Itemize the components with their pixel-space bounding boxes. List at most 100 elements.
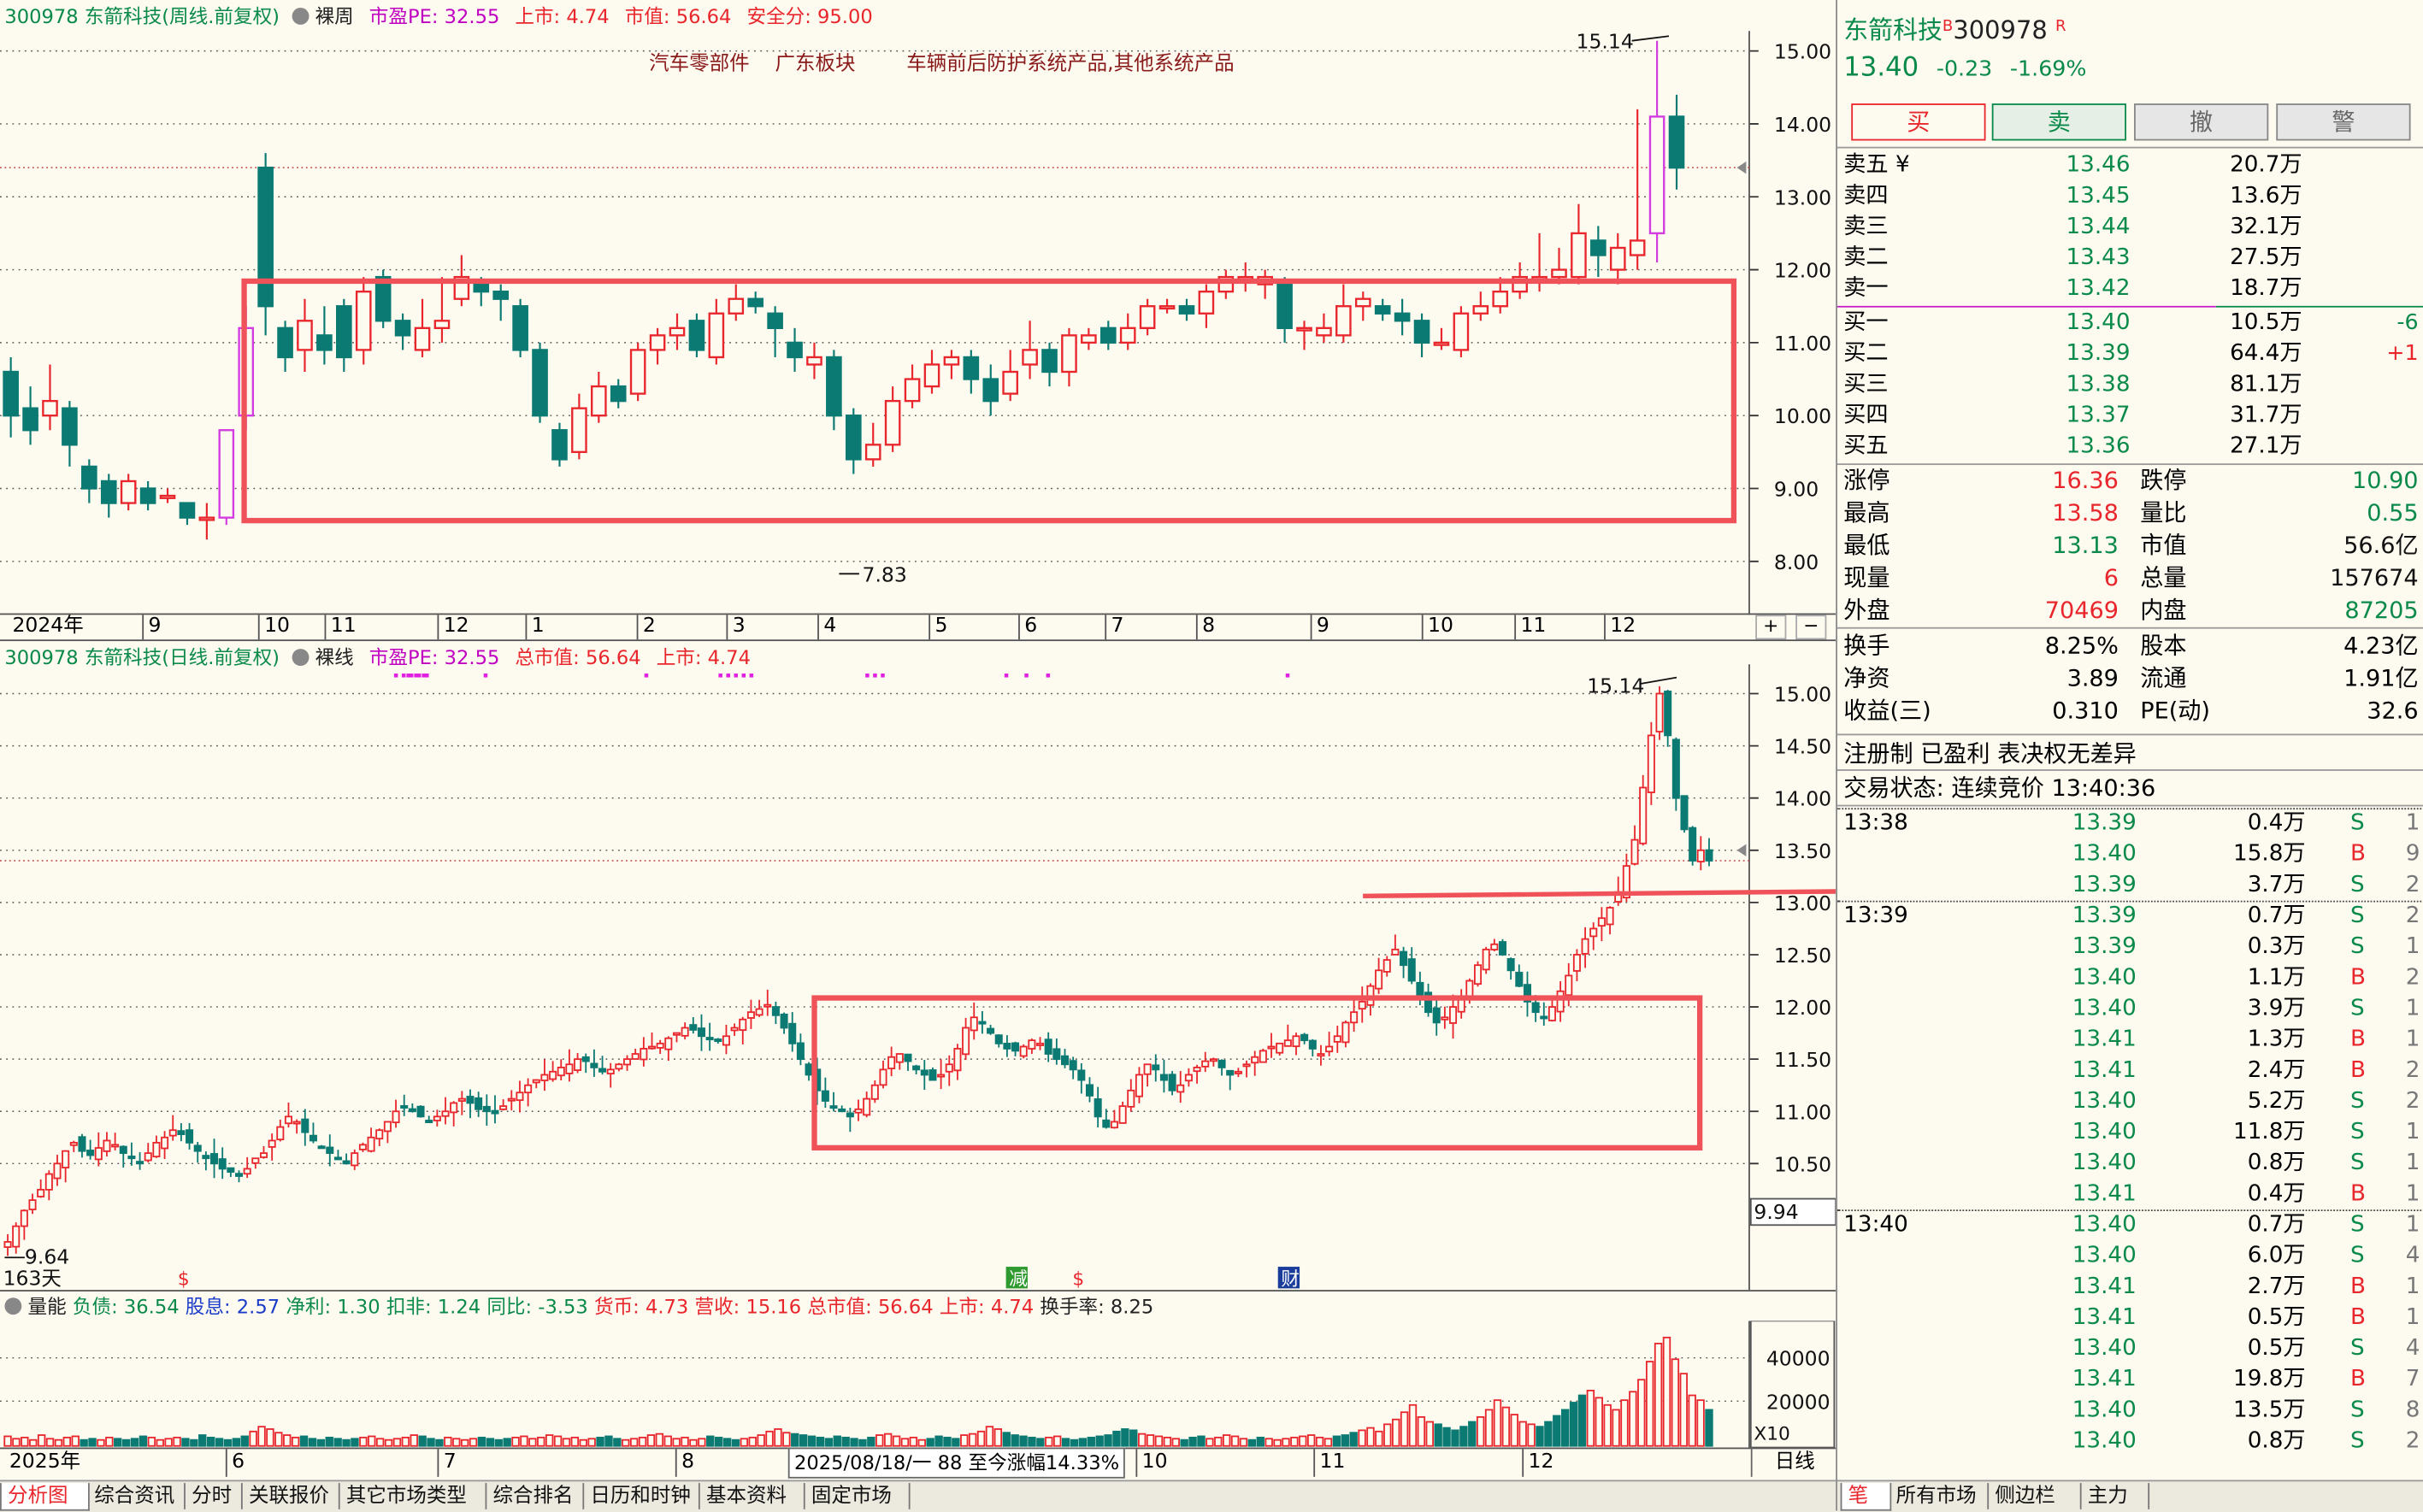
volume-bar[interactable] — [1560, 1409, 1570, 1447]
volume-bar[interactable] — [1154, 1435, 1164, 1447]
daily-candle[interactable] — [689, 1024, 698, 1031]
volume-bar[interactable] — [375, 1438, 385, 1447]
volume-bar[interactable] — [1256, 1436, 1265, 1447]
daily-candlestick-chart[interactable]: 15.00 14.50 14.00 13.50 13.00 12.50 12.00 11.50… — [0, 664, 1836, 1291]
daily-candle[interactable] — [1375, 969, 1383, 990]
tab-2[interactable]: 分时 — [186, 1483, 243, 1509]
event-marker[interactable]: 减 — [1009, 1269, 1028, 1290]
volume-bar[interactable] — [952, 1438, 960, 1447]
volume-bar[interactable] — [105, 1436, 114, 1447]
daily-candle[interactable] — [631, 1053, 640, 1060]
daily-candle[interactable] — [590, 1062, 598, 1068]
daily-candle[interactable] — [1267, 1045, 1276, 1050]
weekly-candle[interactable] — [1551, 268, 1567, 279]
weekly-candle[interactable] — [3, 370, 19, 417]
volume-bar[interactable] — [452, 1438, 461, 1447]
volume-bar[interactable] — [926, 1438, 934, 1447]
weekly-candle[interactable] — [1472, 305, 1489, 315]
daily-candle[interactable] — [920, 1069, 929, 1076]
volume-bar[interactable] — [867, 1436, 875, 1447]
weekly-candle[interactable] — [551, 429, 568, 461]
daily-candle[interactable] — [1317, 1053, 1325, 1057]
ask-price[interactable]: 13.46 — [2066, 152, 2131, 178]
volume-bar[interactable] — [173, 1436, 181, 1447]
volume-bar[interactable] — [629, 1438, 639, 1447]
weekly-candle[interactable] — [1119, 327, 1136, 344]
weekly-candle[interactable] — [1022, 349, 1038, 366]
weekly-candle[interactable] — [688, 320, 705, 351]
volume-bar[interactable] — [1206, 1438, 1214, 1447]
daily-candle[interactable] — [705, 1037, 714, 1041]
daily-candle[interactable] — [1416, 981, 1424, 997]
daily-candle[interactable] — [863, 1097, 871, 1116]
weekly-candle[interactable] — [336, 305, 352, 359]
daily-candle[interactable] — [895, 1053, 904, 1063]
daily-candle[interactable] — [647, 1045, 657, 1050]
daily-candle[interactable] — [1647, 734, 1655, 793]
daily-candle[interactable] — [1556, 990, 1565, 1013]
volume-bar[interactable] — [1400, 1411, 1409, 1447]
weekly-candle[interactable] — [904, 378, 921, 403]
daily-title[interactable]: 300978 东箭科技(日线.前复权) — [4, 645, 280, 669]
daily-candle[interactable] — [161, 1136, 169, 1150]
volume-bar[interactable] — [139, 1435, 148, 1447]
daily-candle[interactable] — [739, 1018, 747, 1032]
weekly-candle[interactable] — [1590, 239, 1606, 256]
volume-bar[interactable] — [1553, 1415, 1561, 1447]
tab-4[interactable]: 其它市场类型 — [340, 1483, 487, 1509]
daily-candle[interactable] — [1589, 927, 1598, 938]
volume-bar[interactable] — [223, 1438, 233, 1447]
volume-bar[interactable] — [1476, 1415, 1485, 1447]
volume-bar[interactable] — [156, 1438, 164, 1447]
daily-candle[interactable] — [870, 1084, 879, 1100]
volume-bar[interactable] — [1239, 1438, 1248, 1447]
volume-bar[interactable] — [1612, 1409, 1620, 1447]
daily-candle[interactable] — [168, 1129, 177, 1137]
daily-candle[interactable] — [119, 1145, 127, 1155]
weekly-candle[interactable] — [1453, 312, 1470, 351]
daily-candle[interactable] — [1630, 838, 1639, 865]
daily-candle[interactable] — [12, 1225, 21, 1248]
daily-candle[interactable] — [1226, 1069, 1235, 1076]
daily-candle[interactable] — [549, 1070, 557, 1080]
daily-candle[interactable] — [375, 1129, 384, 1140]
daily-candle[interactable] — [210, 1153, 219, 1165]
weekly-candle[interactable] — [120, 479, 137, 504]
daily-candle[interactable] — [1341, 1021, 1350, 1044]
volume-bar[interactable] — [579, 1438, 587, 1447]
daily-candle[interactable] — [284, 1115, 292, 1125]
weekly-candle[interactable] — [1394, 312, 1411, 322]
weekly-candle[interactable] — [1492, 290, 1509, 308]
volume-bar[interactable] — [622, 1438, 630, 1447]
daily-candle[interactable] — [1333, 1035, 1341, 1043]
daily-candle[interactable] — [1689, 827, 1697, 862]
sell-button[interactable]: 卖 — [1991, 103, 2126, 141]
volume-bar[interactable] — [985, 1426, 994, 1447]
zoom-out-button[interactable]: − — [1795, 615, 1827, 640]
volume-bar[interactable] — [1146, 1434, 1155, 1447]
daily-candle[interactable] — [1531, 1002, 1540, 1014]
daily-candle[interactable] — [457, 1097, 466, 1102]
weekly-candle[interactable] — [1433, 341, 1450, 346]
volume-bar[interactable] — [359, 1436, 368, 1447]
daily-candle[interactable] — [78, 1136, 86, 1152]
volume-bar[interactable] — [1282, 1438, 1290, 1447]
daily-candle[interactable] — [127, 1156, 136, 1160]
volume-bar[interactable] — [1536, 1426, 1544, 1447]
daily-candle[interactable] — [722, 1035, 730, 1046]
event-marker[interactable]: 财 — [1281, 1269, 1300, 1290]
daily-candle[interactable] — [152, 1141, 161, 1158]
volume-bar[interactable] — [562, 1438, 571, 1447]
weekly-candle[interactable] — [198, 516, 215, 521]
volume-bar[interactable] — [1197, 1435, 1206, 1447]
daily-candle[interactable] — [962, 1027, 970, 1056]
daily-candle[interactable] — [846, 1112, 854, 1118]
weekly-candle[interactable] — [42, 399, 58, 417]
volume-bar[interactable] — [232, 1438, 241, 1447]
volume-bar[interactable] — [114, 1438, 122, 1447]
bid-price[interactable]: 13.39 — [2066, 341, 2131, 367]
daily-candle[interactable] — [746, 1011, 755, 1019]
daily-candle[interactable] — [640, 1048, 648, 1061]
daily-candle[interactable] — [351, 1152, 359, 1167]
weekly-candle[interactable] — [884, 399, 901, 446]
